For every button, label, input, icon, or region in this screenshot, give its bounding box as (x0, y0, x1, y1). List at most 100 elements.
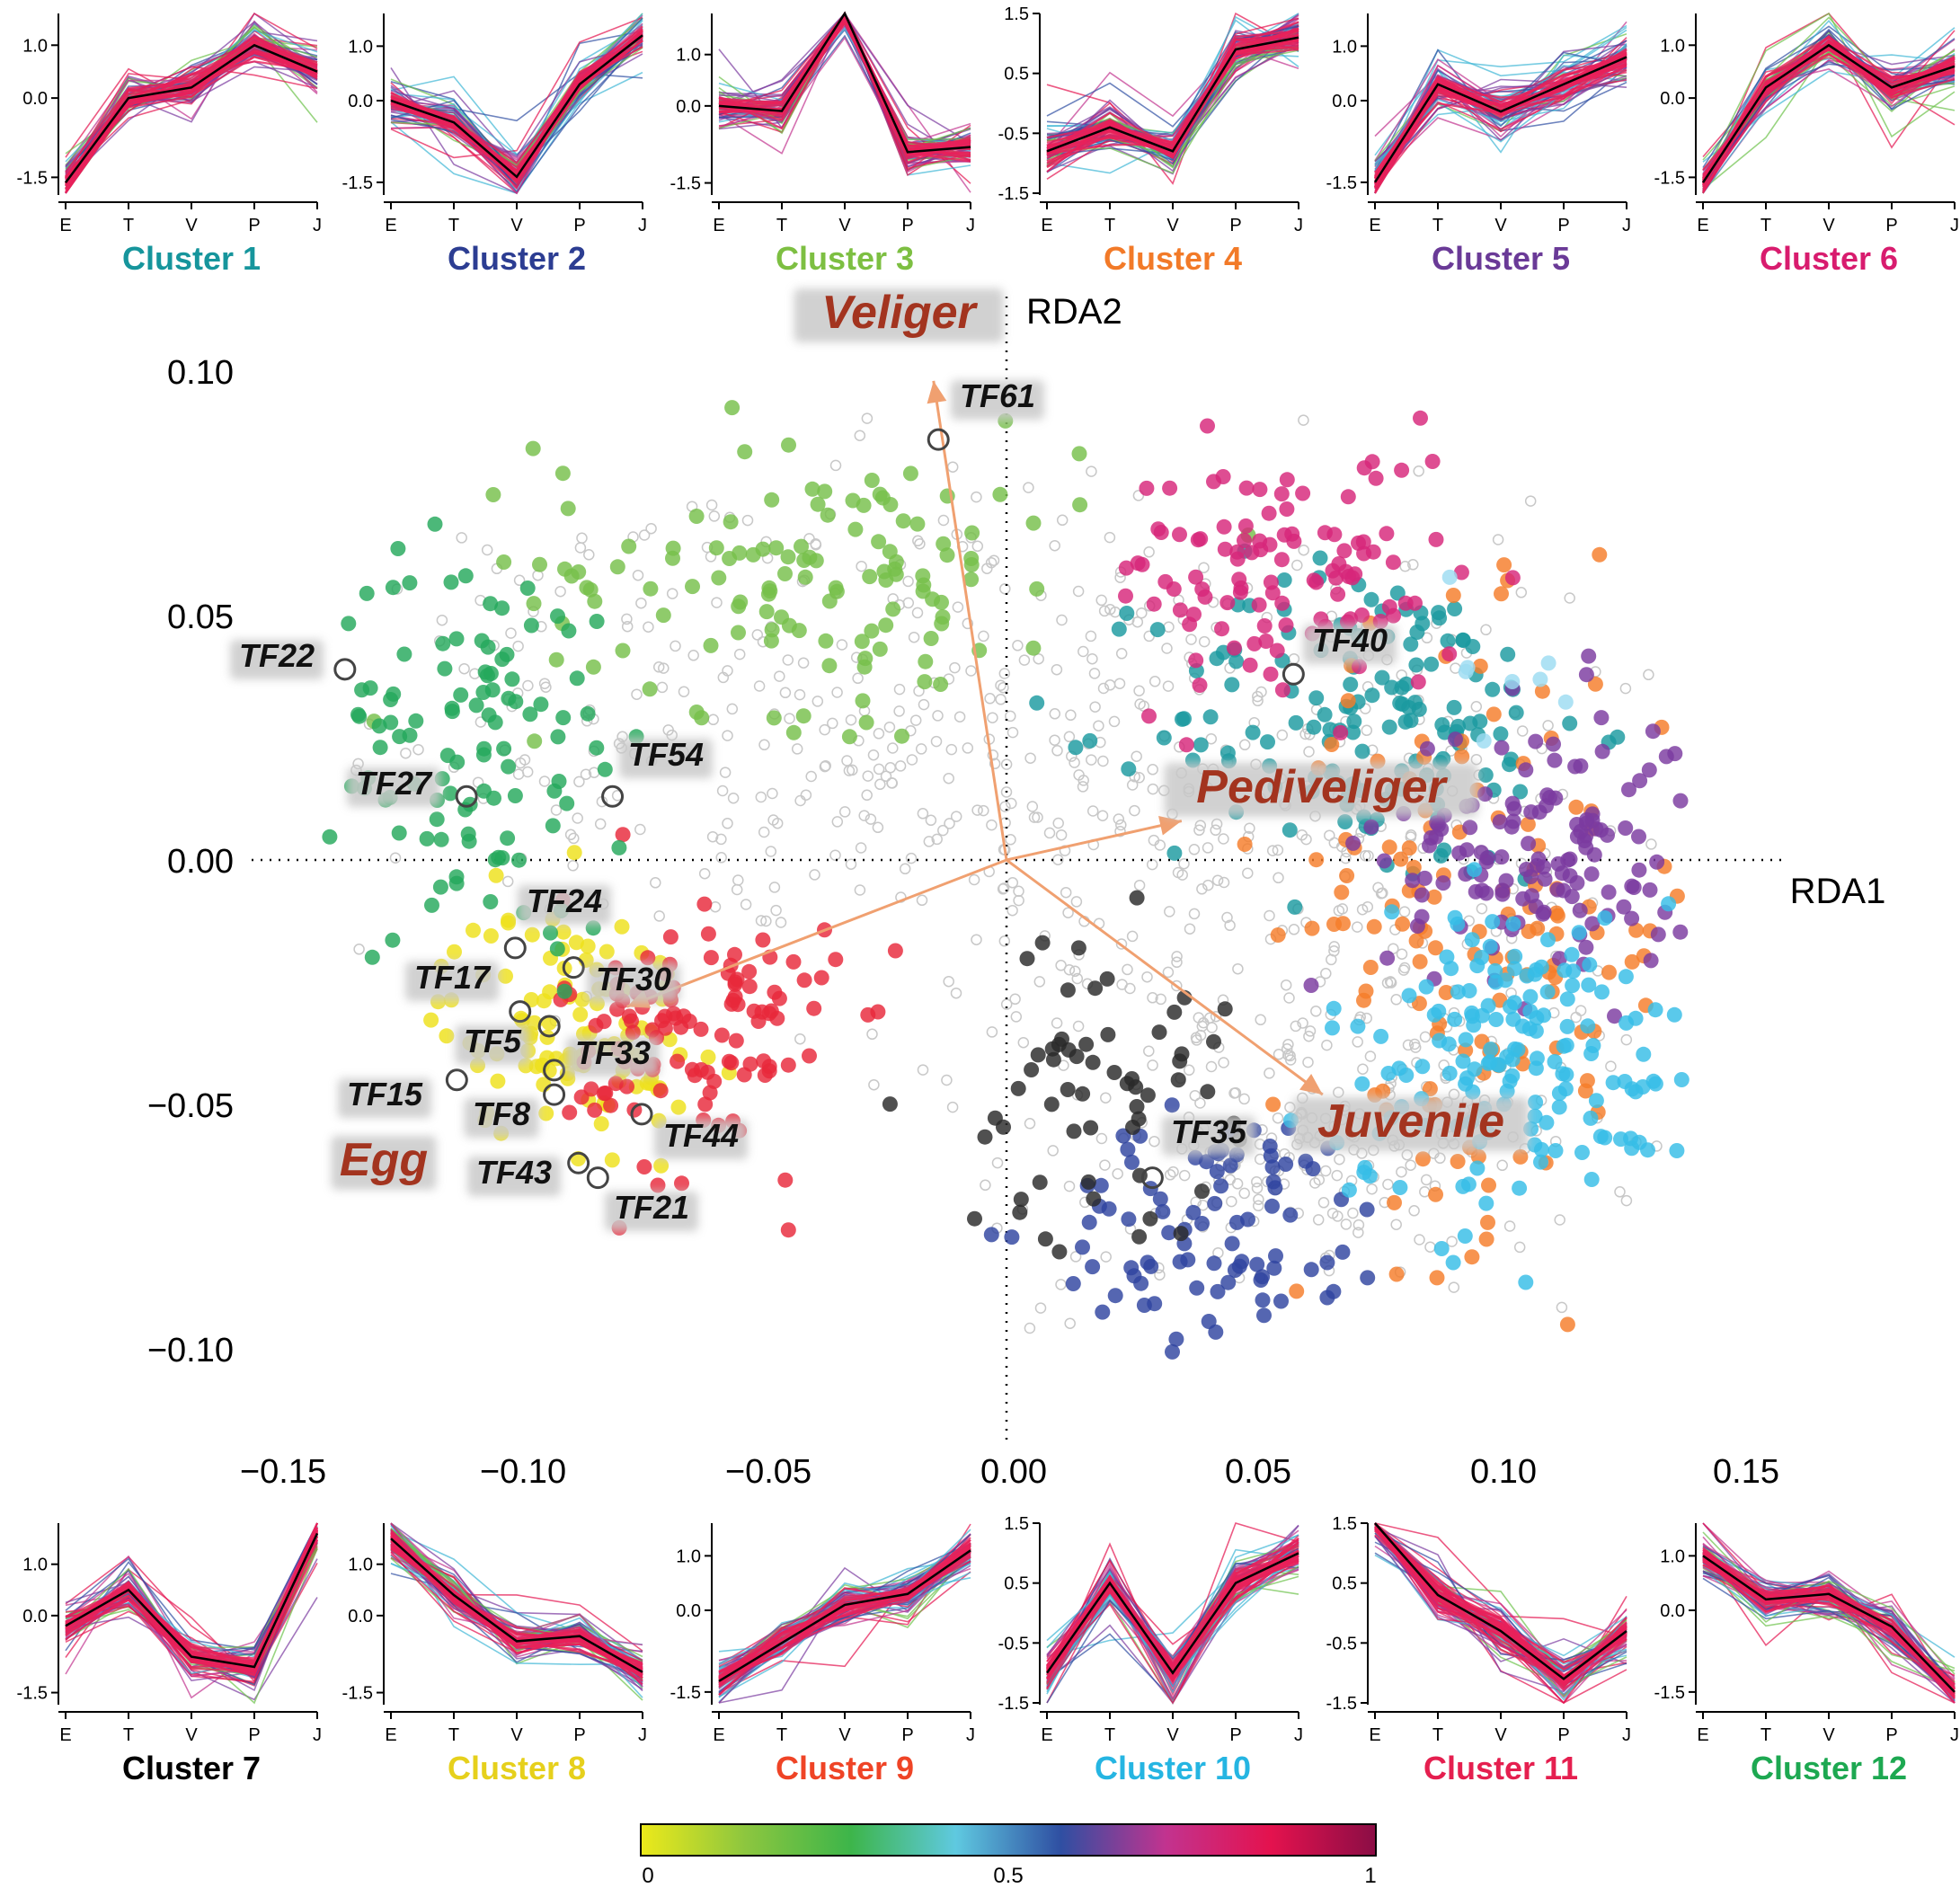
cluster-point (1164, 1097, 1180, 1113)
tf-marker (567, 1151, 590, 1174)
background-point (854, 884, 866, 896)
background-point (899, 863, 911, 875)
panel-y-tick-label: 1.0 (22, 36, 48, 56)
cluster-point (1499, 1083, 1515, 1099)
cluster-point (1401, 988, 1417, 1004)
tf-label-bg (619, 739, 713, 778)
background-point (917, 808, 929, 820)
cluster-point (1339, 868, 1355, 883)
cluster-point (1597, 1130, 1613, 1146)
panel-x-tick-label: V (1494, 216, 1507, 235)
cluster-point (1439, 949, 1455, 965)
cluster-point (810, 496, 826, 512)
background-point (573, 776, 585, 788)
background-point (1077, 781, 1089, 793)
cluster-profile-panel: 1.0 0.0 -1.5 E T V P J Cluster 2 (342, 13, 647, 277)
background-point (1164, 906, 1175, 917)
panel-y-tick-label: -1.5 (998, 184, 1029, 204)
panel-x-tick-label: V (1494, 1725, 1507, 1745)
cluster-point (1166, 845, 1183, 861)
tf-label-bg (464, 1098, 539, 1138)
background-point (554, 585, 566, 598)
cluster-point (1317, 706, 1333, 722)
background-point (1340, 852, 1352, 864)
background-point (1334, 1153, 1345, 1166)
background-point (861, 412, 874, 424)
cluster-point (1673, 1072, 1690, 1087)
panel-y-tick-label: 0.0 (22, 89, 48, 109)
cluster-point (1392, 696, 1408, 711)
mean-profile-line (1374, 1522, 1627, 1680)
cluster-point (1447, 1011, 1463, 1027)
cluster-point (1647, 1002, 1663, 1018)
background-point (782, 654, 794, 666)
cluster-point (855, 693, 871, 709)
background-point (784, 713, 795, 724)
profile-line (718, 17, 971, 153)
background-point (1134, 698, 1146, 710)
background-point (984, 693, 996, 705)
cluster-point (1176, 711, 1192, 727)
cluster-point (662, 929, 678, 945)
cluster-point (556, 983, 572, 999)
profile-line (718, 12, 971, 150)
cluster-point (526, 596, 542, 612)
cluster-point (1455, 1053, 1471, 1069)
background-point (1065, 709, 1077, 722)
cluster-point (1549, 908, 1565, 924)
panel-y-tick-label: 0.5 (1004, 65, 1029, 84)
profile-line (1374, 1522, 1627, 1638)
tf-label: TF40 (1312, 622, 1388, 659)
cluster-point (569, 670, 585, 687)
cluster-point (596, 1086, 612, 1102)
cluster-point (1354, 743, 1370, 759)
tf-label-bg (587, 963, 680, 1003)
panel-y-tick-label: -1.5 (17, 1684, 48, 1704)
background-point (1448, 1281, 1460, 1293)
panel-y-tick-label: -1.5 (1326, 173, 1357, 193)
background-point (1255, 686, 1267, 698)
background-point (1332, 1210, 1344, 1222)
cluster-point (708, 540, 724, 556)
cluster-point (1512, 1148, 1529, 1165)
background-point (883, 721, 896, 733)
cluster-point (1504, 674, 1521, 689)
background-point (436, 614, 448, 626)
background-point (1361, 724, 1373, 737)
cluster-point (1086, 1191, 1102, 1207)
cluster-point (1324, 737, 1340, 752)
background-point (1255, 1014, 1266, 1026)
background-point (576, 532, 588, 545)
cluster-point (1335, 916, 1351, 932)
background-point (1051, 1017, 1063, 1029)
cluster-point (728, 1033, 744, 1049)
cluster-point (1279, 472, 1295, 488)
tf-label-bg (566, 1037, 660, 1077)
stage-labels: Veliger Pediveliger Egg Juvenile (331, 287, 1529, 1190)
cluster-point (1618, 969, 1634, 985)
background-point (1310, 1006, 1322, 1017)
cluster-point (437, 660, 453, 677)
cluster-point (1364, 687, 1380, 704)
cluster-point (685, 579, 700, 595)
cluster-point (654, 1013, 670, 1029)
cluster-point (1401, 840, 1417, 856)
background-point (1252, 1200, 1264, 1212)
cluster-point (1427, 940, 1443, 956)
cluster-point (780, 1222, 796, 1238)
cluster-point (1121, 1211, 1137, 1228)
background-point (852, 672, 864, 685)
cluster-point (1210, 1283, 1226, 1299)
cluster-point (1354, 1076, 1370, 1092)
cluster-point (1237, 533, 1252, 548)
background-point (989, 758, 1001, 770)
tf-label-bg (455, 1025, 530, 1065)
background-point (893, 683, 906, 696)
cluster-point (862, 569, 878, 585)
cluster-point (1317, 525, 1333, 541)
profile-line (65, 55, 318, 178)
cluster-profile-panel: 1.0 0.0 -1.5 E T V P J Cluster 9 (670, 1523, 975, 1786)
cluster-point (1488, 1012, 1504, 1027)
cluster-point (447, 944, 462, 960)
background-point (572, 812, 583, 824)
